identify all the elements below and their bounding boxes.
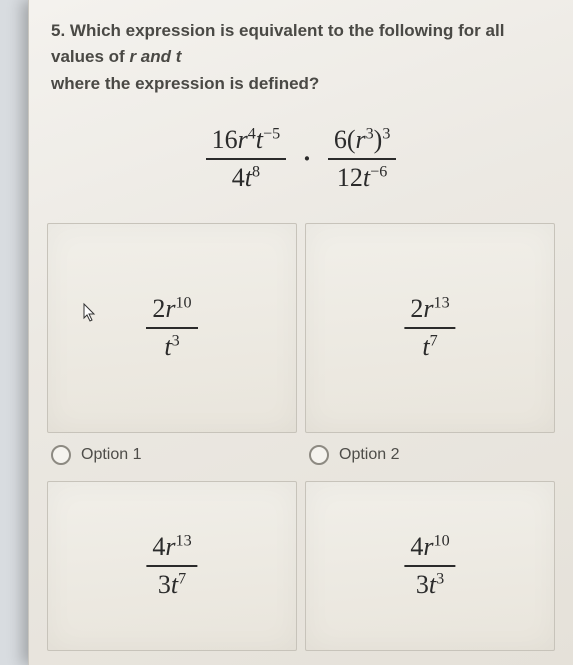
- main-frac-2-num: 6(r3)3: [328, 125, 397, 160]
- options-grid-top: 2r10 t3 2r13 t7: [29, 219, 573, 437]
- question-vars: r and t: [129, 47, 181, 66]
- multiply-dot: ·: [293, 144, 322, 174]
- main-frac-1: 16r4t−5 4t8: [206, 125, 287, 193]
- question-text: 5. Which expression is equivalent to the…: [29, 0, 573, 103]
- radio-icon[interactable]: [51, 445, 71, 465]
- worksheet-page: 5. Which expression is equivalent to the…: [28, 0, 573, 665]
- option-2-radio-row[interactable]: Option 2: [301, 439, 559, 471]
- option-3-cell[interactable]: 4r13 3t7: [47, 481, 297, 651]
- option-1-radio-row[interactable]: Option 1: [43, 439, 301, 471]
- option-1-cell[interactable]: 2r10 t3: [47, 223, 297, 433]
- main-frac-1-den: 4t8: [206, 160, 287, 193]
- question-number: 5.: [51, 21, 65, 40]
- radio-icon[interactable]: [309, 445, 329, 465]
- main-frac-1-num: 16r4t−5: [206, 125, 287, 160]
- main-frac-2-den: 12t−6: [328, 160, 397, 193]
- cursor-icon: [82, 302, 98, 322]
- option-3-expression: 4r13 3t7: [146, 532, 197, 600]
- question-line1: Which expression is equivalent to the fo…: [51, 21, 504, 66]
- option-labels-row: Option 1 Option 2: [29, 437, 573, 477]
- option-1-expression: 2r10 t3: [48, 294, 296, 362]
- question-line2: where the expression is defined?: [51, 74, 319, 93]
- option-1-label: Option 1: [81, 446, 141, 464]
- main-frac-2: 6(r3)3 12t−6: [328, 125, 397, 193]
- option-4-cell[interactable]: 4r10 3t3: [305, 481, 555, 651]
- options-grid-bottom: 4r13 3t7 4r10 3t3: [29, 477, 573, 655]
- main-expression: 16r4t−5 4t8 · 6(r3)3 12t−6: [29, 125, 573, 193]
- option-2-label: Option 2: [339, 446, 399, 464]
- option-2-cell[interactable]: 2r13 t7: [305, 223, 555, 433]
- option-2-expression: 2r13 t7: [404, 294, 455, 362]
- option-4-expression: 4r10 3t3: [404, 532, 455, 600]
